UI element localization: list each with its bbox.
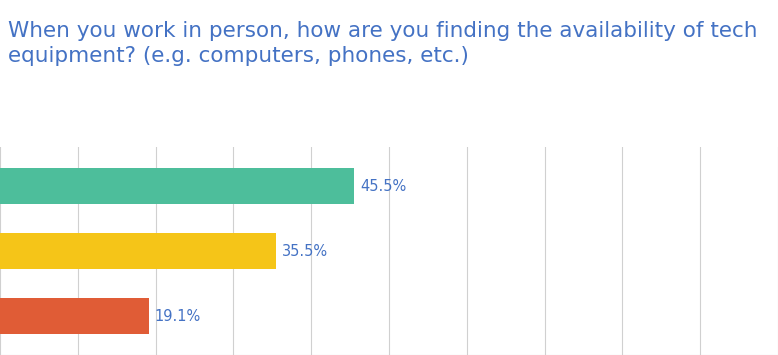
Text: 19.1%: 19.1% bbox=[155, 308, 201, 323]
Text: 45.5%: 45.5% bbox=[360, 179, 406, 194]
Bar bbox=[0, 298, 149, 334]
Text: 35.5%: 35.5% bbox=[282, 244, 328, 258]
Bar bbox=[0, 233, 276, 269]
Text: When you work in person, how are you finding the availability of tech
equipment?: When you work in person, how are you fin… bbox=[8, 21, 757, 66]
Bar bbox=[0, 168, 354, 204]
